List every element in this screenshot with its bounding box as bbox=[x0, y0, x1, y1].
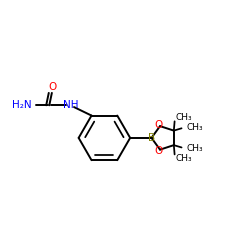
Text: CH₃: CH₃ bbox=[186, 144, 203, 153]
Text: NH: NH bbox=[63, 100, 78, 110]
Text: B: B bbox=[148, 133, 155, 143]
Text: CH₃: CH₃ bbox=[175, 113, 192, 122]
Text: CH₃: CH₃ bbox=[175, 154, 192, 163]
Text: O: O bbox=[155, 120, 163, 130]
Text: CH₃: CH₃ bbox=[186, 122, 203, 132]
Text: O: O bbox=[155, 146, 163, 156]
Text: H₂N: H₂N bbox=[12, 100, 32, 110]
Text: O: O bbox=[49, 82, 57, 92]
